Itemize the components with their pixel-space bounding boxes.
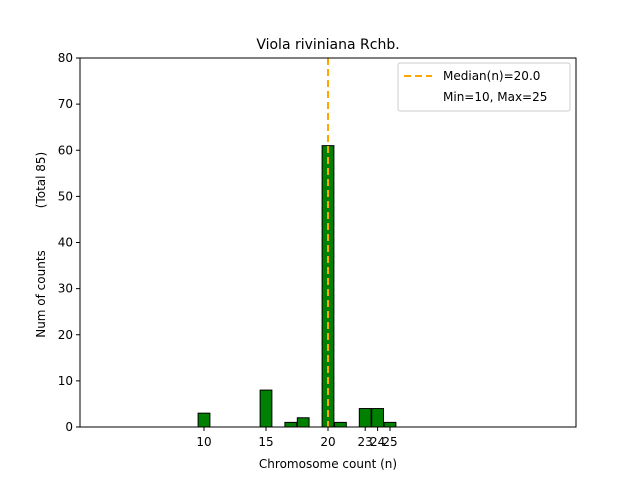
- bar-20: [321, 145, 335, 428]
- legend: Median(n)=20.0 Min=10, Max=25: [397, 62, 571, 112]
- x-tick-label-10: 10: [196, 435, 211, 449]
- y-axis: 0 10 20 30 40 50 60 70 80: [58, 51, 80, 434]
- y-tick-label-70: 70: [58, 97, 73, 111]
- y-tick-label-30: 30: [58, 282, 73, 296]
- x-tick-label-23: 23: [358, 435, 373, 449]
- bar-21: [334, 421, 347, 428]
- bar-24: [371, 408, 384, 428]
- legend-box: [397, 62, 571, 112]
- y-axis-label: Num of counts: [34, 250, 48, 338]
- x-tick-label-24: 24: [370, 435, 385, 449]
- y-axis-total-label: (Total 85): [34, 152, 48, 208]
- y-tick-label-50: 50: [58, 189, 73, 203]
- y-tick-label-80: 80: [58, 51, 73, 65]
- y-tick-label-0: 0: [65, 420, 73, 434]
- y-axis-label-group: Num of counts (Total 85): [34, 152, 48, 338]
- bar-15: [259, 389, 273, 428]
- x-axis-label: Chromosome count (n): [259, 457, 397, 471]
- x-tick-label-20: 20: [320, 435, 335, 449]
- bar-10: [197, 412, 211, 428]
- bar-17: [284, 421, 298, 428]
- legend-entry-median: Median(n)=20.0: [443, 69, 540, 83]
- y-tick-label-10: 10: [58, 374, 73, 388]
- x-tick-label-15: 15: [258, 435, 273, 449]
- bar-23: [358, 408, 372, 428]
- bar-25: [383, 421, 397, 428]
- x-tick-label-25: 25: [382, 435, 397, 449]
- bar-18: [296, 417, 310, 428]
- y-tick-label-40: 40: [58, 236, 73, 250]
- y-tick-label-60: 60: [58, 143, 73, 157]
- y-tick-label-20: 20: [58, 328, 73, 342]
- chart-title: Viola riviniana Rchb.: [256, 37, 399, 53]
- legend-entry-minmax: Min=10, Max=25: [443, 90, 547, 104]
